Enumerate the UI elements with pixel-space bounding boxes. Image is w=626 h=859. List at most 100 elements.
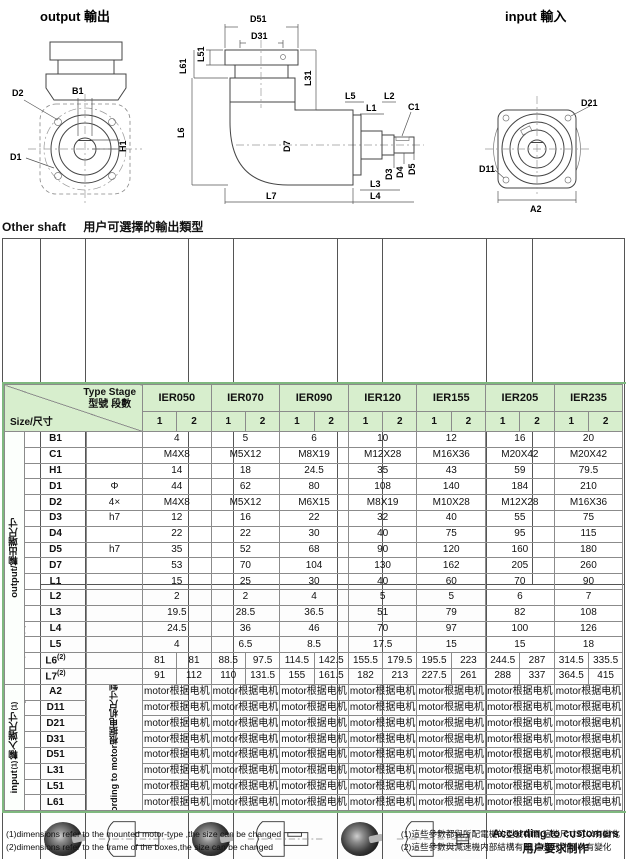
size-value: 205 [485,557,555,575]
size-row-label: L4 [24,620,87,638]
size-value: 4 [279,588,349,606]
size-value: M16X36 [553,494,624,511]
size-value: 40 [347,525,418,543]
dim-B1: B1 [72,86,84,96]
size-value: M16X36 [416,446,487,464]
motor-dependent-value: motor根据电机 [210,715,281,733]
size-value: M4X8 [142,446,212,464]
footnotes-en: (1)dimensions refer to the mounted motor… [6,828,281,855]
size-value: 17.5 [347,636,418,654]
dim-L1: L1 [366,103,377,113]
size-value: 180 [553,541,624,559]
spec-table-section: Type Stage 型號 段數 Size/尺寸 IER050 IER070 IER090… [2,382,626,814]
size-value: 90 [347,541,418,559]
size-value: 115 [553,525,624,543]
size-row-label: D1 [24,478,87,496]
shaft-photo-image [341,822,379,857]
motor-dependent-value: motor根据电机 [142,778,212,796]
stage-header: 1 [279,411,315,432]
dim-D2: D2 [12,88,24,98]
motor-dependent-value: motor根据电机 [279,762,349,780]
size-row-label: D21 [24,715,87,733]
motor-dependent-value: motor根据电机 [416,762,487,780]
motor-dependent-value: motor根据电机 [485,683,555,701]
stage-header: 2 [382,411,418,432]
motor-dependent-value: motor根据电机 [485,778,555,796]
size-value: 100 [485,620,555,638]
size-value: 81 [142,652,178,669]
motor-dependent-value: motor根据电机 [416,778,487,796]
size-value: 51 [347,604,418,622]
according-to-motor-note: Acording to motor 根据电机尺寸制做 [85,683,144,812]
motor-dependent-value: motor根据电机 [279,731,349,748]
size-value: 8.5 [279,636,349,654]
dim-D4: D4 [395,166,405,178]
motor-dependent-value: motor根据电机 [279,778,349,796]
size-value: 287 [519,652,555,669]
size-value: 70 [210,557,281,575]
size-value: 195.5 [416,652,452,669]
spec-table: Type Stage 型號 段數 Size/尺寸 IER050 IER070 IER090… [3,384,624,812]
size-row-label: D7 [24,557,87,575]
motor-dependent-value: motor根据电机 [553,699,624,717]
motor-dependent-value: motor根据电机 [142,731,212,748]
motor-dependent-value: motor根据电机 [142,794,212,812]
size-row-label: H1 [24,462,87,480]
shaft-line-drawing [98,821,176,857]
motor-dependent-value: motor根据电机 [485,762,555,780]
corner-type-stage: Type Stage 型號 段數 [83,387,137,410]
size-value: 40 [416,509,487,527]
other-shaft-title: Other shaft 用户可選擇的輸出類型 [2,218,624,235]
size-value: M12X28 [347,446,418,464]
dim-C1: C1 [408,102,420,112]
model-header: IER090 [279,384,349,412]
model-header: IER120 [347,384,418,412]
footnotes-zh: (1)這些參數都與所配電機的型號有關,這些尺寸可以有變化 (2)這些參數與減速機… [401,828,620,855]
size-value: 364.5 [553,667,589,685]
dim-A2: A2 [530,204,542,214]
size-value: M8X19 [279,446,349,464]
size-row-note: 4× [85,494,144,511]
size-value: 5 [347,588,418,606]
size-value: 19.5 [142,604,212,622]
size-row-note [85,620,144,638]
size-value: 104 [279,557,349,575]
size-value: 62 [210,478,281,496]
motor-dependent-value: motor根据电机 [210,683,281,701]
size-value: 95 [485,525,555,543]
motor-dependent-value: motor根据电机 [416,731,487,748]
dim-D3: D3 [384,168,394,180]
size-value: 2 [210,588,281,606]
motor-dependent-value: motor根据电机 [210,731,281,748]
motor-dependent-value: motor根据电机 [553,731,624,748]
stage-header: 1 [142,411,178,432]
size-row-label: L2 [24,588,87,606]
size-value: 120 [416,541,487,559]
stage-header: 2 [450,411,487,432]
size-row-note [85,446,144,464]
size-value: 314.5 [553,652,589,669]
size-value: 60 [416,573,487,590]
size-row-label: C1 [24,446,87,464]
size-row-label: D2 [24,494,87,511]
size-value: 70 [347,620,418,638]
dim-L3: L3 [370,179,381,189]
size-row-label: D51 [24,746,87,764]
motor-dependent-value: motor根据电机 [142,699,212,717]
size-value: 288 [485,667,521,685]
size-value: 22 [210,525,281,543]
input-section-label: input (1) 輸入端尺寸 (1) [4,683,25,812]
size-row-note: h7 [85,541,144,559]
size-value: 22 [142,525,212,543]
size-row-note [85,652,144,669]
size-value: 18 [210,462,281,480]
size-value: 22 [279,509,349,527]
dim-L5: L5 [345,91,356,101]
size-value: M12X28 [485,494,555,511]
motor-dependent-value: motor根据电机 [279,794,349,812]
size-row-label: L1 [24,573,87,590]
size-row-label: L51 [24,778,87,796]
size-value: 5 [416,588,487,606]
size-value: 14 [142,462,212,480]
size-value: M10X28 [416,494,487,511]
